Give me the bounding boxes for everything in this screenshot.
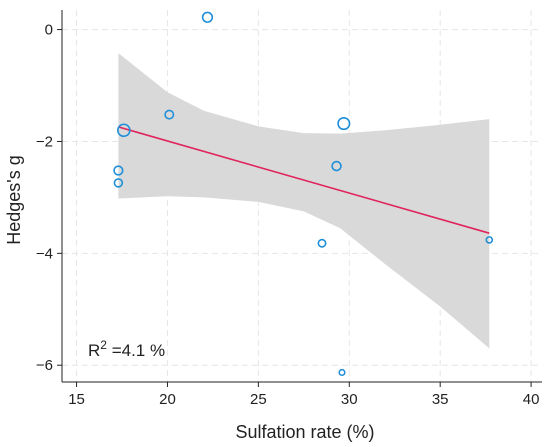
points-layer: [113, 11, 494, 377]
r-squared-base: R: [88, 341, 100, 360]
data-point: [116, 123, 131, 138]
y-tick-label: −6: [36, 357, 53, 374]
axes: [57, 10, 542, 387]
data-point: [337, 116, 351, 131]
data-point: [331, 160, 342, 172]
data-point: [338, 368, 346, 377]
data-point: [485, 236, 494, 244]
data-point: [317, 238, 327, 248]
fit-line-layer: [118, 126, 490, 234]
confidence-band-layer: [118, 53, 490, 349]
r-squared-superscript: 2: [100, 338, 107, 352]
y-tick-label: −4: [36, 245, 53, 262]
r-squared-value: =4.1 %: [107, 341, 165, 360]
data-point: [113, 178, 124, 188]
data-point: [201, 11, 214, 23]
x-tick-label: 15: [68, 391, 85, 408]
confidence-band: [118, 53, 490, 349]
tick-labels: 15 20 25 30 35 40 0 −2 −4 −6: [36, 22, 540, 408]
data-point: [113, 165, 124, 176]
x-tick-label: 20: [159, 391, 176, 408]
x-axis-title: Sulfation rate (%): [235, 422, 374, 442]
y-tick-label: −2: [36, 133, 53, 150]
y-tick-label: 0: [45, 22, 53, 39]
x-tick-label: 25: [250, 391, 267, 408]
fit-line: [118, 126, 490, 234]
x-tick-label: 35: [432, 391, 449, 408]
x-tick-label: 30: [341, 391, 358, 408]
r-squared-annotation: R2 =4.1 %: [88, 338, 165, 360]
data-point: [164, 109, 175, 120]
y-axis-title: Hedges's g: [4, 155, 24, 245]
x-tick-label: 40: [523, 391, 540, 408]
